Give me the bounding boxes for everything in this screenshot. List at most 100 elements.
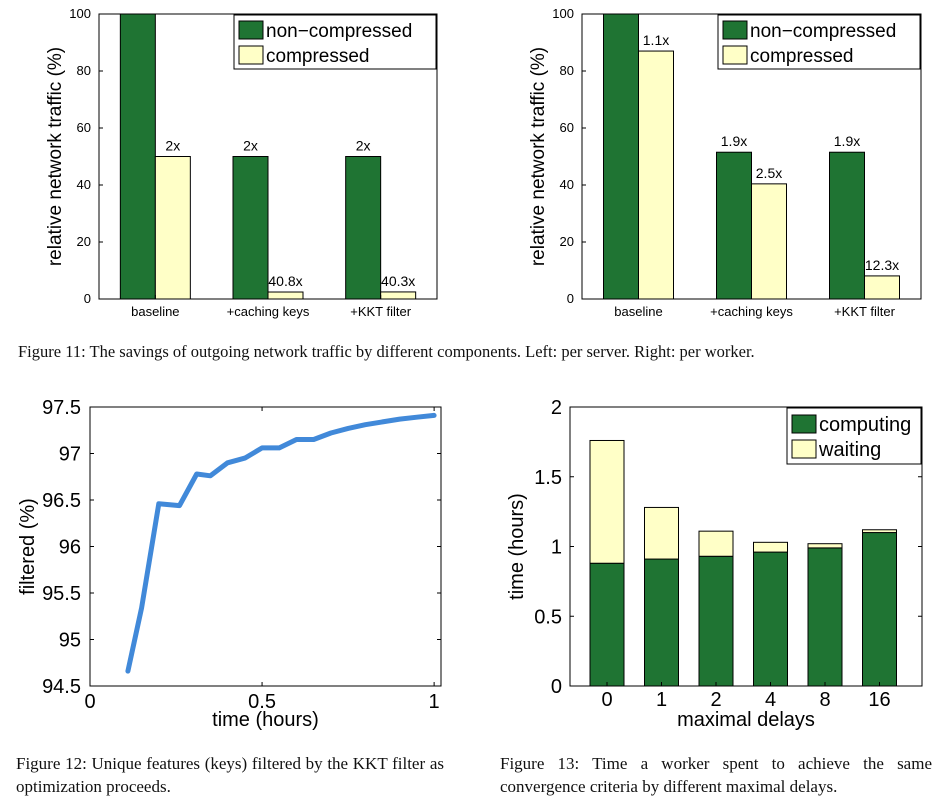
- legend-swatch: [238, 45, 264, 65]
- data-label: 40.8x: [268, 273, 302, 289]
- legend-label: compressed: [266, 46, 370, 67]
- y-tick-label: 100: [552, 6, 574, 21]
- data-label: 12.3x: [865, 257, 899, 273]
- y-tick-label: 100: [69, 6, 91, 21]
- legend-swatch: [791, 414, 817, 434]
- data-label: 1.1x: [643, 32, 669, 48]
- x-tick-label: 1: [429, 691, 440, 713]
- y-tick-label: 2: [551, 397, 562, 419]
- bar-compressed-2: [864, 275, 900, 300]
- figure-12-caption: Figure 12: Unique features (keys) filter…: [16, 754, 444, 796]
- bar-non-compressed-1: [232, 156, 269, 300]
- y-tick-label: 1.5: [534, 467, 562, 489]
- data-label: 2x: [165, 138, 180, 154]
- x-axis-label: time (hours): [212, 709, 319, 731]
- x-tick-label: 1: [656, 689, 667, 711]
- bar-compressed-1: [751, 183, 787, 300]
- x-tick-label: baseline: [614, 304, 662, 319]
- y-tick-label: 1: [551, 537, 562, 559]
- legend-label: compressed: [750, 46, 854, 67]
- y-tick-label: 20: [77, 234, 91, 249]
- data-label: 2.5x: [756, 165, 782, 181]
- bar-non-compressed-1: [716, 151, 752, 300]
- legend-label: waiting: [818, 439, 881, 461]
- bar-compressed-0: [638, 50, 674, 300]
- data-label: 40.3x: [381, 273, 415, 289]
- x-tick-label: 8: [819, 689, 830, 711]
- series-line: [125, 412, 437, 674]
- y-tick-label: 0: [551, 676, 562, 698]
- bar-non-compressed-2: [829, 151, 865, 300]
- y-tick-label: 60: [560, 120, 574, 135]
- y-tick-label: 96.5: [42, 490, 81, 512]
- fig12-chart: 94.5 95 95.5 96 96.5 97 97.5 0 0.5 1 time (hours) f…: [17, 397, 442, 731]
- x-tick-label: 0: [601, 689, 612, 711]
- y-tick-label: 20: [560, 234, 574, 249]
- x-tick-label: +caching keys: [710, 304, 793, 319]
- x-tick-label: 0: [84, 691, 95, 713]
- x-tick-label: 16: [868, 689, 890, 711]
- bar-non-compressed-0: [603, 13, 639, 300]
- bar-computing-0: [589, 562, 625, 687]
- bar-compressed-1: [267, 291, 304, 300]
- y-axis-label: relative network traffic (%): [528, 47, 549, 266]
- y-axis-label: time (hours): [506, 493, 528, 600]
- x-tick-label: 2: [710, 689, 721, 711]
- y-tick-label: 60: [77, 120, 91, 135]
- bar-compressed-2: [380, 291, 417, 300]
- y-tick-label: 40: [560, 177, 574, 192]
- x-axis-label: maximal delays: [677, 709, 815, 731]
- legend-swatch: [238, 20, 264, 40]
- y-tick-label: 97: [59, 444, 81, 466]
- bar-waiting-1: [644, 506, 679, 560]
- legend-label: non−compressed: [750, 21, 896, 42]
- bar-waiting-0: [589, 439, 625, 564]
- fig11_right-chart: 1.1x baseline 1.9x 2.5x +caching keys 1.9x 12.…: [528, 6, 922, 319]
- y-tick-label: 0: [567, 291, 574, 306]
- x-tick-label: 4: [765, 689, 776, 711]
- legend-swatch: [722, 45, 748, 65]
- y-tick-label: 0.5: [534, 606, 562, 628]
- legend-box: [233, 14, 437, 70]
- bar-non-compressed-0: [119, 13, 156, 300]
- y-axis-label: filtered (%): [17, 498, 39, 595]
- bar-computing-2: [698, 555, 734, 687]
- y-tick-label: 80: [77, 63, 91, 78]
- legend-label: computing: [819, 414, 911, 436]
- x-tick-label: 0.5: [248, 691, 276, 713]
- bar-computing-4: [807, 547, 843, 687]
- y-tick-label: 0: [84, 291, 91, 306]
- x-tick-label: +KKT filter: [834, 304, 895, 319]
- y-tick-label: 96: [59, 537, 81, 559]
- y-tick-label: 97.5: [42, 397, 81, 419]
- bar-computing-1: [644, 558, 679, 687]
- legend-label: non−compressed: [266, 21, 412, 42]
- y-tick-label: 95: [59, 630, 81, 652]
- bar-computing-3: [753, 551, 788, 687]
- legend-swatch: [722, 20, 748, 40]
- fig11_left-chart: 2x baseline 2x 40.8x +caching keys 2x 40.3x +KK…: [45, 6, 438, 319]
- x-tick-label: +caching keys: [227, 304, 310, 319]
- bar-waiting-4: [807, 543, 843, 549]
- data-label: 1.9x: [721, 133, 747, 149]
- figure-13-caption: Figure 13: Time a worker spent to achiev…: [500, 754, 932, 796]
- bar-waiting-5: [862, 529, 897, 534]
- y-tick-label: 40: [77, 177, 91, 192]
- y-tick-label: 80: [560, 63, 574, 78]
- legend-box: [717, 14, 921, 70]
- y-tick-label: 94.5: [42, 676, 81, 698]
- figure-11-caption: Figure 11: The savings of outgoing netwo…: [18, 342, 755, 361]
- data-label: 2x: [243, 138, 258, 154]
- x-tick-label: +KKT filter: [350, 304, 411, 319]
- data-label: 1.9x: [834, 133, 860, 149]
- y-tick-label: 95.5: [42, 583, 81, 605]
- bar-non-compressed-2: [345, 156, 382, 300]
- x-tick-label: baseline: [131, 304, 179, 319]
- bar-compressed-0: [154, 156, 191, 300]
- bar-waiting-3: [753, 541, 788, 553]
- y-axis-label: relative network traffic (%): [45, 47, 66, 266]
- legend-swatch: [791, 439, 817, 459]
- bar-computing-5: [862, 532, 897, 687]
